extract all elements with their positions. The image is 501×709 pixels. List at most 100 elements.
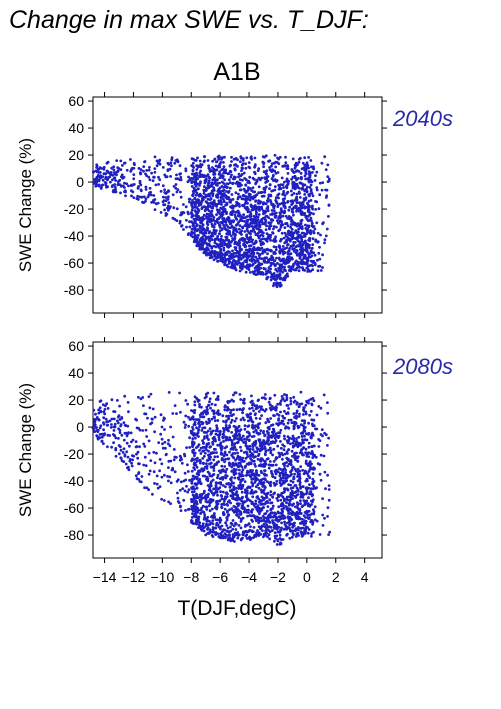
data-point xyxy=(216,155,220,159)
data-point xyxy=(222,194,226,198)
data-point xyxy=(200,429,204,432)
data-point xyxy=(257,474,261,477)
data-point xyxy=(307,204,311,208)
data-point xyxy=(170,156,174,160)
data-point xyxy=(146,416,149,420)
data-point xyxy=(197,399,201,402)
data-point xyxy=(122,421,126,424)
data-point xyxy=(252,248,256,252)
data-point xyxy=(147,395,151,398)
data-point xyxy=(157,175,160,179)
data-point xyxy=(302,413,305,416)
data-point xyxy=(157,159,161,163)
data-point xyxy=(310,165,313,169)
data-point xyxy=(304,163,308,167)
data-point xyxy=(262,532,266,536)
data-point xyxy=(297,269,301,273)
data-point xyxy=(216,217,219,221)
data-point xyxy=(233,391,237,395)
data-point xyxy=(249,415,253,419)
data-point xyxy=(222,513,226,517)
data-point xyxy=(249,412,253,416)
data-point xyxy=(203,513,207,517)
data-point xyxy=(312,444,316,448)
data-point xyxy=(211,178,215,182)
data-point xyxy=(273,215,277,219)
data-point xyxy=(293,163,297,167)
data-point xyxy=(207,192,211,196)
data-point xyxy=(283,516,287,520)
data-point xyxy=(207,179,211,183)
data-point xyxy=(149,392,153,396)
data-point xyxy=(201,457,205,460)
data-point xyxy=(201,227,205,230)
data-point xyxy=(278,257,281,261)
data-point xyxy=(269,239,272,242)
data-point xyxy=(201,236,204,239)
data-point xyxy=(273,237,276,241)
data-point xyxy=(184,509,187,512)
data-point xyxy=(292,241,295,244)
data-point xyxy=(130,189,133,193)
data-point xyxy=(102,416,106,420)
data-point xyxy=(231,210,234,213)
data-point xyxy=(196,207,200,211)
data-point xyxy=(231,198,235,201)
data-point xyxy=(309,518,313,522)
data-point xyxy=(243,424,247,427)
data-point xyxy=(268,403,272,407)
data-point xyxy=(266,439,269,443)
data-point xyxy=(184,399,188,402)
data-point xyxy=(233,255,237,258)
data-point xyxy=(292,412,296,416)
data-point xyxy=(215,208,219,212)
data-point xyxy=(163,440,167,444)
data-point xyxy=(242,204,246,208)
data-point xyxy=(276,444,280,448)
data-point xyxy=(247,419,250,423)
data-point xyxy=(308,186,312,189)
data-point xyxy=(304,198,307,202)
data-point xyxy=(259,429,263,432)
data-point xyxy=(91,427,95,430)
data-point xyxy=(205,405,209,409)
data-point xyxy=(290,230,293,234)
data-point xyxy=(275,225,278,229)
data-point xyxy=(300,167,304,171)
data-point xyxy=(246,514,250,518)
data-point xyxy=(231,519,235,522)
data-point xyxy=(251,530,254,534)
data-point xyxy=(297,206,301,210)
data-point xyxy=(227,417,231,421)
data-point xyxy=(307,474,310,478)
data-point xyxy=(178,178,182,182)
data-point xyxy=(257,191,261,195)
data-point xyxy=(291,486,295,489)
data-point xyxy=(228,489,232,493)
data-point xyxy=(269,194,273,198)
data-point xyxy=(231,496,234,500)
data-point xyxy=(161,195,165,199)
data-point xyxy=(266,247,269,251)
data-point xyxy=(207,238,211,242)
data-point xyxy=(299,423,303,426)
data-point xyxy=(261,272,265,276)
data-point xyxy=(315,200,319,204)
data-point xyxy=(113,185,117,189)
data-point xyxy=(278,244,281,248)
data-point xyxy=(291,245,294,248)
data-point xyxy=(301,161,305,165)
data-point xyxy=(142,463,146,467)
data-point xyxy=(252,514,256,517)
data-point xyxy=(121,164,124,167)
data-point xyxy=(103,408,107,411)
data-point xyxy=(267,221,271,225)
data-point xyxy=(289,397,293,400)
data-point xyxy=(285,167,289,170)
data-point xyxy=(216,193,220,197)
data-point xyxy=(166,204,170,208)
data-point xyxy=(206,173,210,177)
data-point xyxy=(314,208,318,211)
data-point xyxy=(227,230,231,233)
data-point xyxy=(211,166,214,169)
